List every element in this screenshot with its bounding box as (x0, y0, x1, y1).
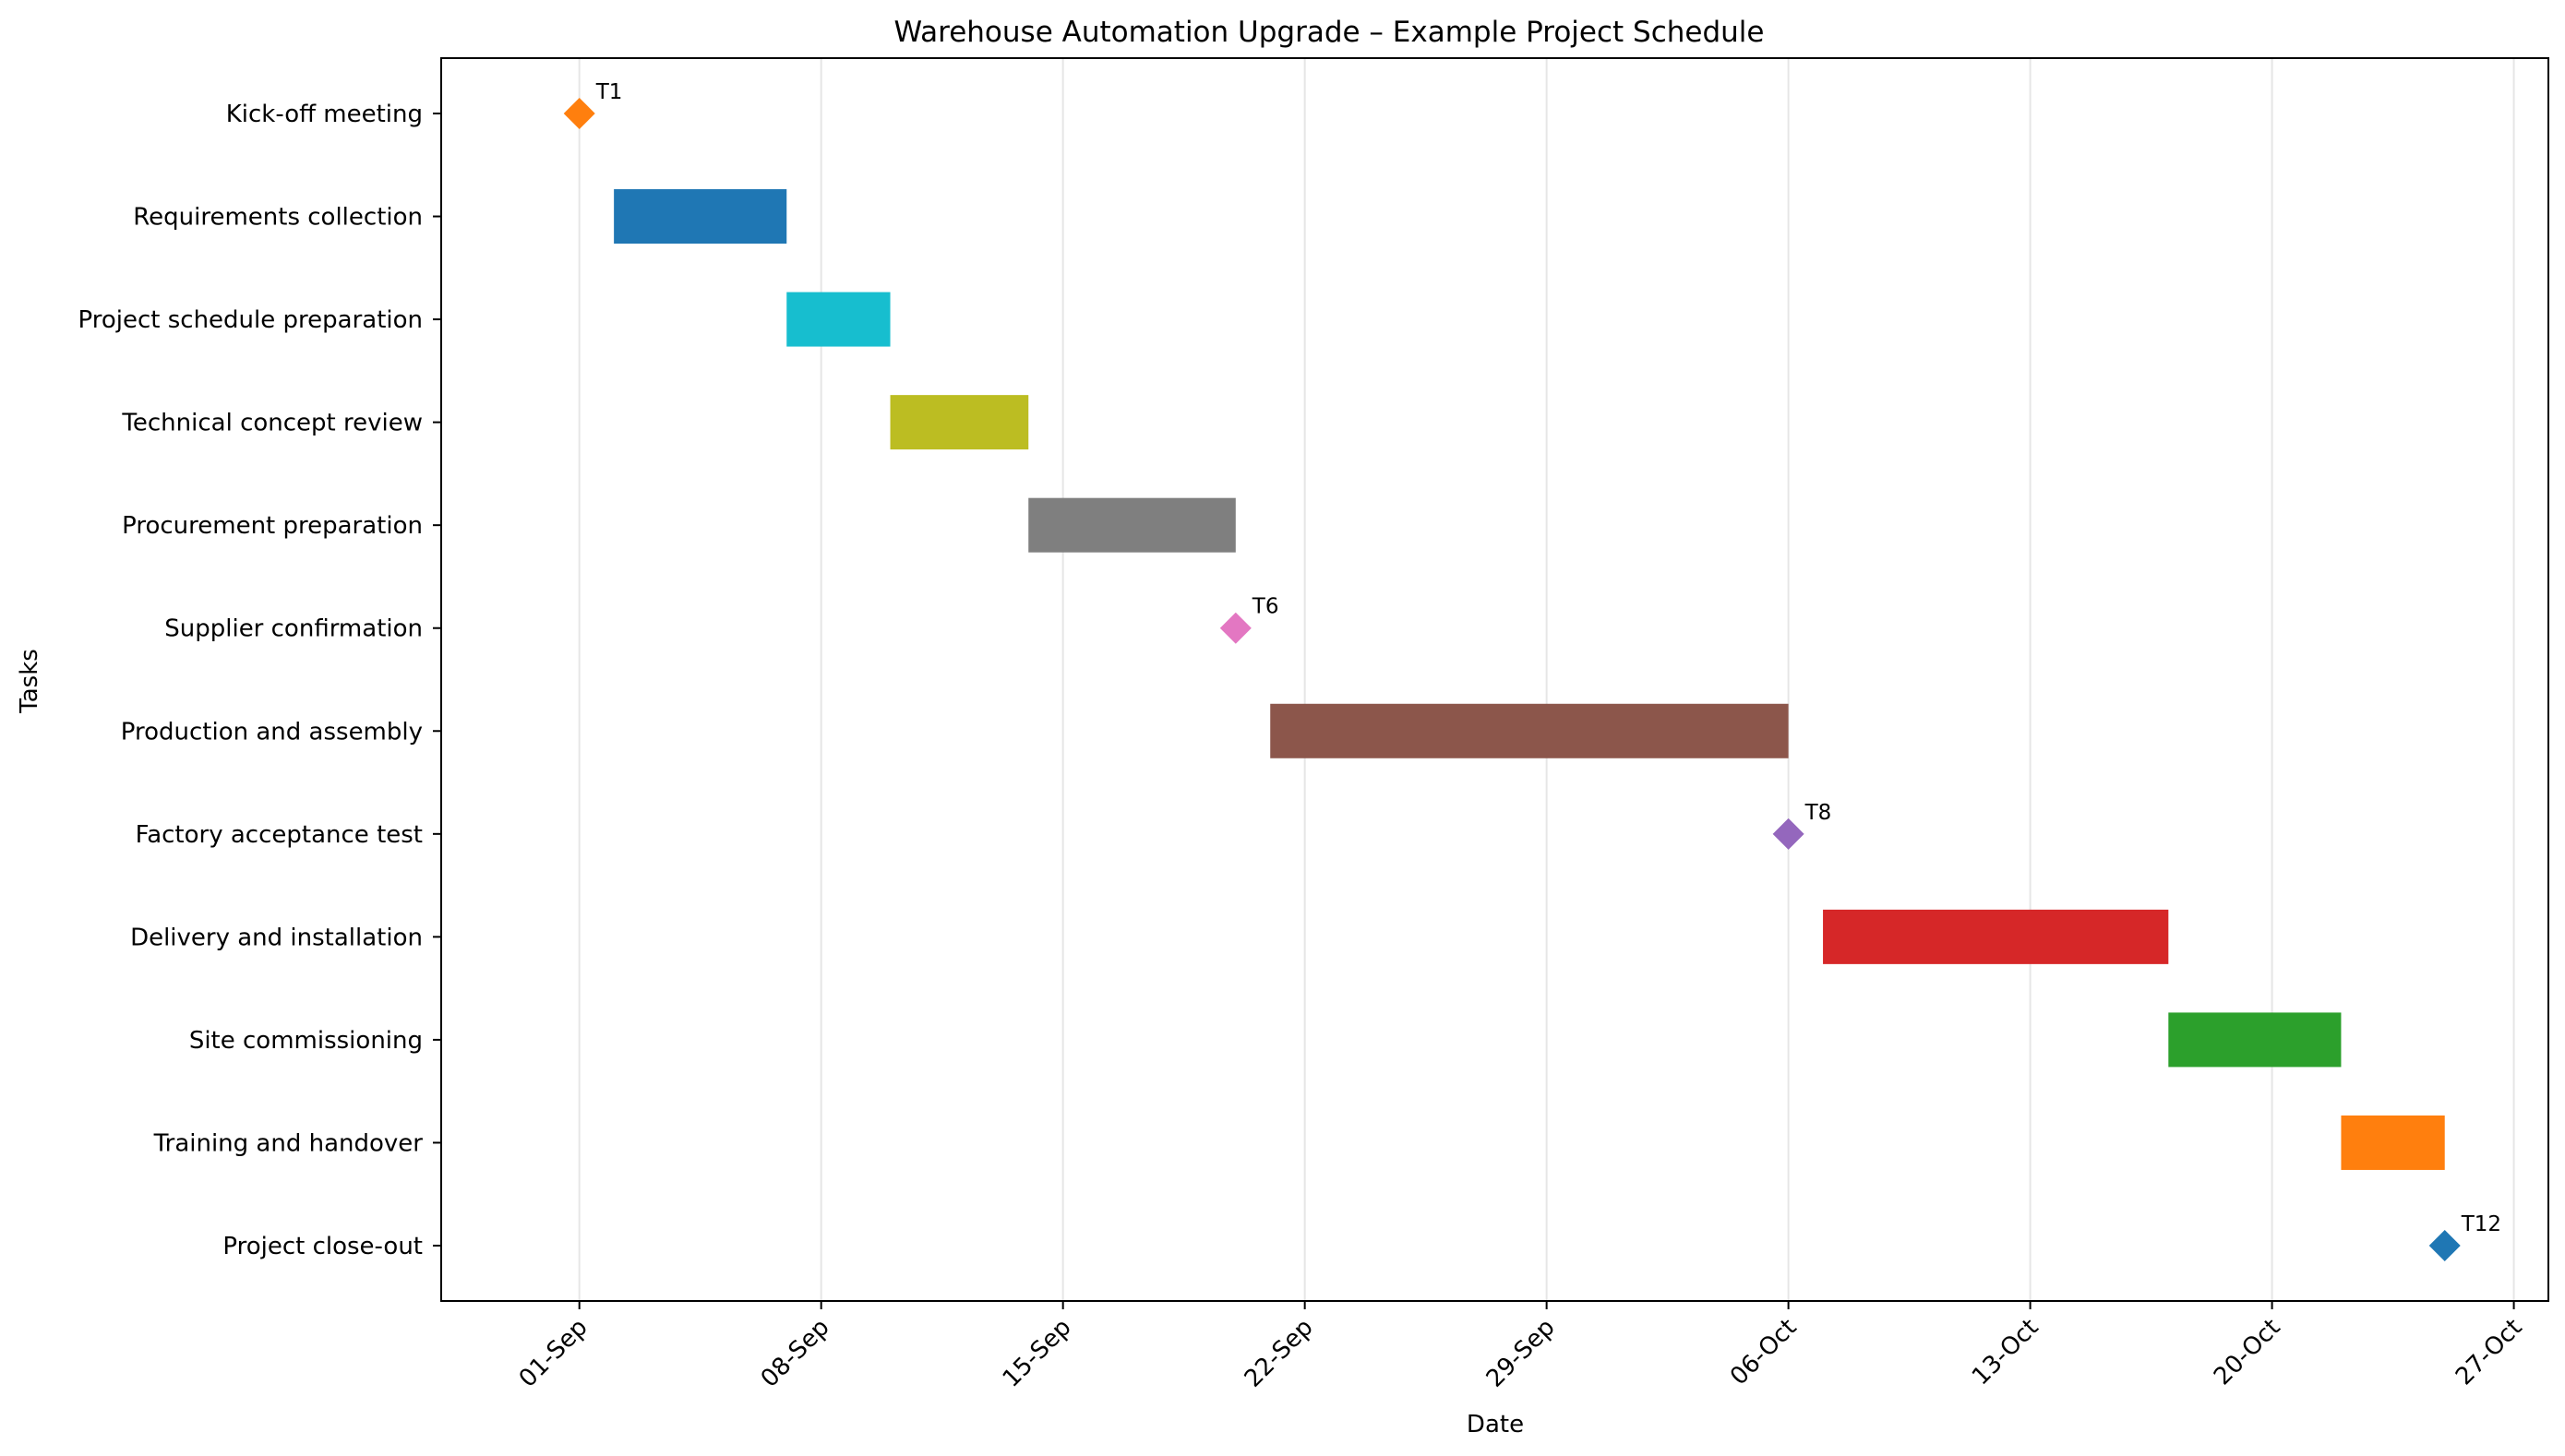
task-bar (614, 189, 787, 245)
task-bar (890, 395, 1029, 450)
task-bar (1028, 497, 1236, 553)
y-tick-label: Site commissioning (189, 1027, 423, 1055)
milestone-marker (1772, 818, 1804, 850)
milestone-label: T1 (595, 80, 623, 104)
task-marks: T1 T6 T8 T12 (563, 80, 2501, 1261)
y-tick-label: Project schedule preparation (78, 306, 423, 334)
task-bar (2168, 1012, 2342, 1068)
y-tick-label: Delivery and installation (130, 924, 423, 951)
milestone-label: T12 (2461, 1212, 2501, 1236)
y-tick-label: Procurement preparation (122, 512, 423, 540)
task-bar (1823, 909, 2169, 964)
chart-title: Warehouse Automation Upgrade – Example P… (893, 16, 1764, 49)
y-tick-label: Kick-off meeting (226, 101, 423, 128)
task-bar (786, 292, 891, 347)
vertical-grid (578, 58, 2515, 1301)
y-tick-label: Technical concept review (121, 410, 423, 437)
y-tick-label: Training and handover (153, 1129, 424, 1157)
task-bar (2341, 1115, 2445, 1170)
y-tick-label: Project close-out (222, 1233, 423, 1260)
y-tick-label: Production and assembly (121, 718, 423, 746)
plot-frame (440, 57, 2549, 1302)
milestone-label: T6 (1252, 595, 1279, 619)
milestone-marker (1219, 612, 1252, 644)
task-bar (1270, 703, 1789, 758)
milestone-marker (2428, 1230, 2461, 1261)
y-tick-label: Supplier confirmation (164, 615, 423, 643)
y-axis-label: Tasks (16, 649, 43, 714)
y-tick-label: Factory acceptance test (136, 821, 423, 849)
milestone-label: T8 (1804, 801, 1832, 825)
x-axis-label: Date (1467, 1411, 1524, 1438)
milestone-marker (563, 98, 595, 129)
y-tick-label: Requirements collection (133, 204, 423, 232)
